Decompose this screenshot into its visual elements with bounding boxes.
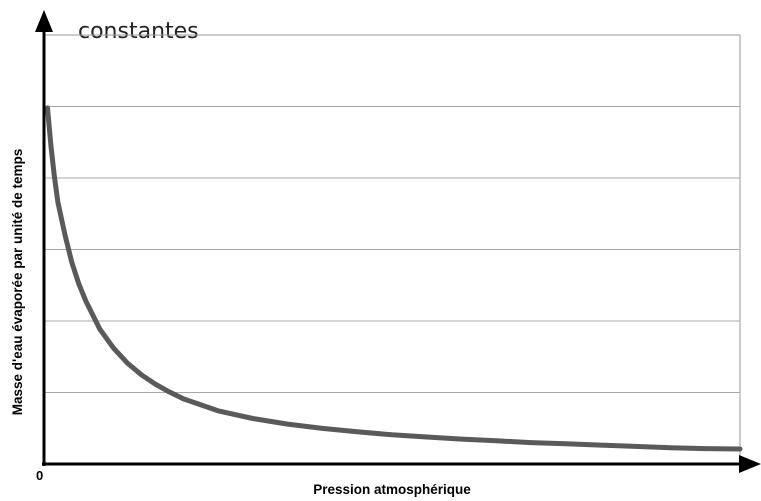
y-axis-title: Masse d'eau évaporée par unité de temps — [10, 149, 25, 416]
caption-fragment: constantes — [78, 19, 199, 44]
gridlines — [44, 106, 740, 393]
x-axis-arrow-icon — [739, 455, 761, 473]
series-line — [45, 105, 743, 452]
x-axis-title: Pression atmosphérique — [313, 482, 471, 497]
origin-label: 0 — [36, 468, 43, 483]
y-axis-arrow-icon — [35, 10, 53, 32]
